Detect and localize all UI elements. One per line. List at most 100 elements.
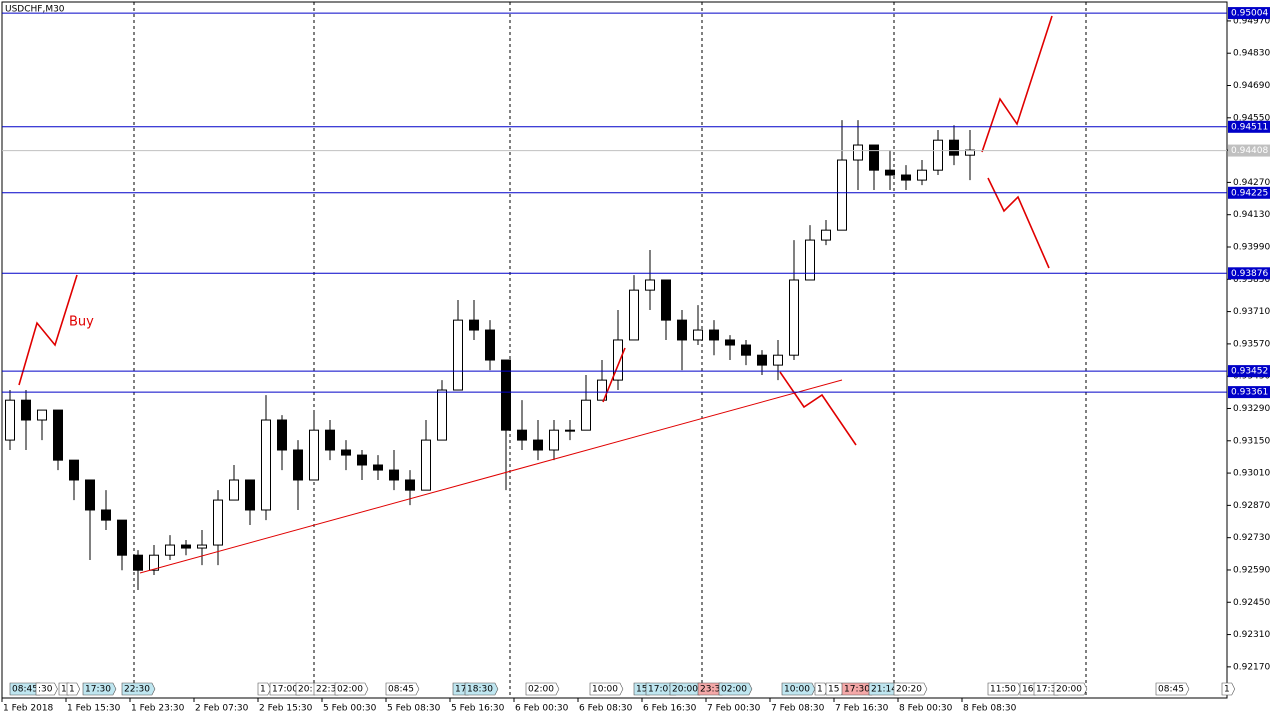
- time-marker: [1221, 682, 1236, 696]
- candle-body: [229, 479, 239, 501]
- time-marker-label: 1: [69, 685, 75, 695]
- candle-body: [181, 544, 191, 549]
- x-tick-label: 6 Feb 16:30: [643, 704, 697, 714]
- candle-body: [437, 389, 447, 441]
- level-label: 0.94408: [1231, 146, 1268, 156]
- candle-body: [53, 409, 63, 461]
- x-tick-label: 7 Feb 00:30: [707, 704, 761, 714]
- arrow: [779, 371, 857, 446]
- x-tick-label: 1 Feb 2018: [3, 704, 54, 714]
- time-marker-label: 10:00: [784, 685, 810, 695]
- level-label: 0.93876: [1231, 269, 1268, 279]
- y-tick-label: 0.94550: [1233, 113, 1270, 123]
- candle-body: [277, 419, 287, 451]
- annotation: Buy: [69, 315, 94, 330]
- candle-body: [69, 459, 79, 481]
- time-marker-label: 1: [1224, 685, 1230, 695]
- time-marker-label: 02:00: [721, 685, 747, 695]
- y-tick-label: 0.93290: [1233, 404, 1270, 414]
- candle-body: [325, 429, 335, 451]
- y-tick-label: 0.94970: [1233, 16, 1270, 26]
- level-label: 0.94225: [1231, 188, 1268, 198]
- y-tick-label: 0.92310: [1233, 630, 1270, 640]
- y-tick-label: 0.93710: [1233, 307, 1270, 317]
- level-label-box: [1228, 186, 1270, 199]
- arrow: [981, 15, 1053, 153]
- y-tick-label: 0.93850: [1233, 275, 1270, 285]
- candle-body: [293, 449, 303, 481]
- candle-body: [37, 409, 47, 421]
- time-marker-label: 17:30: [85, 685, 111, 695]
- y-tick-label: 0.92170: [1233, 662, 1270, 672]
- time-marker-label: 11:50: [990, 685, 1016, 695]
- y-tick-label: 0.92450: [1233, 598, 1270, 608]
- x-tick-label: 5 Feb 16:30: [451, 704, 505, 714]
- time-marker-label: 1: [61, 685, 67, 695]
- x-tick-label: 7 Feb 16:30: [835, 704, 889, 714]
- candle-body: [661, 279, 671, 321]
- x-tick-label: 1 Feb 23:30: [131, 704, 185, 714]
- candle-body: [901, 174, 911, 181]
- candle-body: [565, 429, 575, 432]
- time-marker-label: 20:20: [896, 685, 922, 695]
- candle-body: [501, 359, 511, 431]
- candle-body: [517, 429, 527, 441]
- candle-body: [597, 379, 607, 401]
- y-tick-label: 0.93990: [1233, 242, 1270, 252]
- time-marker-label: 20:00: [672, 685, 698, 695]
- candle-body: [949, 139, 959, 156]
- candle-body: [853, 144, 863, 161]
- candle-body: [917, 169, 927, 181]
- level-label-box: [1228, 144, 1270, 157]
- candle-body: [709, 329, 719, 341]
- time-marker-label: 22:3: [316, 685, 336, 695]
- time-marker-label: 1: [817, 685, 823, 695]
- candle-body: [421, 439, 431, 491]
- candle-body: [789, 279, 799, 356]
- time-marker-label: 17:00: [272, 685, 298, 695]
- time-marker: [781, 682, 816, 696]
- y-tick-label: 0.93010: [1233, 469, 1270, 479]
- trend-line: [139, 379, 843, 574]
- candle-body: [837, 159, 847, 231]
- time-marker: [1053, 682, 1088, 696]
- y-tick-label: 0.93570: [1233, 339, 1270, 349]
- level-label: 0.93361: [1231, 388, 1268, 398]
- candle-body: [885, 169, 895, 176]
- x-tick-label: 8 Feb 08:30: [963, 704, 1017, 714]
- y-tick-label: 0.94690: [1233, 81, 1270, 91]
- candle-body: [677, 319, 687, 341]
- time-marker-label: 22:30: [124, 685, 150, 695]
- time-marker-label: 16: [1022, 685, 1034, 695]
- candle-body: [469, 319, 479, 331]
- time-marker: [525, 682, 560, 696]
- arrow: [18, 274, 78, 386]
- time-marker: [82, 682, 117, 696]
- candle-body: [629, 289, 639, 341]
- time-marker: [385, 682, 420, 696]
- level-label: 0.95004: [1231, 9, 1268, 19]
- candle-body: [405, 479, 415, 491]
- y-tick-label: 0.94130: [1233, 210, 1270, 220]
- y-tick-label: 0.94830: [1233, 49, 1270, 59]
- candle-body: [869, 144, 879, 171]
- candle-body: [389, 469, 399, 481]
- time-marker: [464, 682, 499, 696]
- level-label-box: [1228, 365, 1270, 378]
- x-tick-label: 2 Feb 07:30: [195, 704, 249, 714]
- candle-body: [5, 399, 15, 441]
- candle-body: [85, 479, 95, 511]
- chart-title: USDCHF,M30: [5, 5, 65, 15]
- y-tick-label: 0.93150: [1233, 436, 1270, 446]
- candle-body: [133, 554, 143, 571]
- time-marker-label: 21:14: [871, 685, 897, 695]
- time-marker-label: 08:45: [12, 685, 38, 695]
- candle-body: [485, 329, 495, 361]
- time-marker: [893, 682, 928, 696]
- x-tick-label: 7 Feb 08:30: [771, 704, 825, 714]
- drawings: [18, 15, 1053, 574]
- candle-body: [725, 339, 735, 346]
- time-marker: [718, 682, 753, 696]
- time-marker-label: 20:00: [1056, 685, 1082, 695]
- time-marker-label: 18:30: [467, 685, 493, 695]
